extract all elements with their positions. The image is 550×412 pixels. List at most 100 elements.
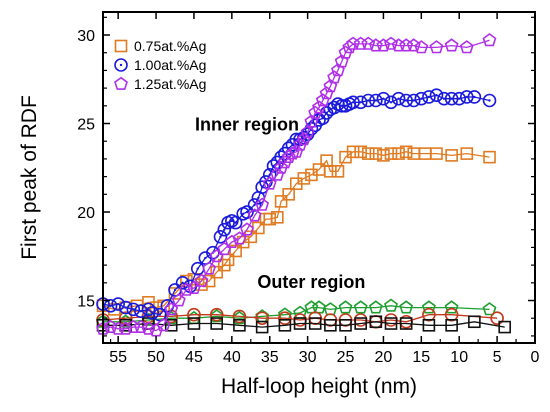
data-point-dot bbox=[397, 97, 400, 100]
data-point-dot bbox=[223, 228, 226, 231]
data-point bbox=[422, 307, 436, 322]
series-5 bbox=[96, 315, 511, 334]
data-point bbox=[224, 234, 239, 248]
data-point bbox=[429, 88, 444, 102]
data-point bbox=[399, 145, 413, 159]
data-point bbox=[444, 307, 459, 322]
data-point bbox=[274, 160, 289, 174]
data-point bbox=[308, 317, 322, 330]
data-point bbox=[483, 150, 496, 164]
x-tick-label: 10 bbox=[450, 349, 468, 366]
data-point-dot bbox=[196, 267, 199, 270]
data-point bbox=[460, 147, 474, 160]
data-point bbox=[482, 302, 497, 316]
data-point bbox=[119, 318, 133, 332]
data-point bbox=[399, 93, 413, 108]
data-point bbox=[217, 222, 232, 237]
series-layer bbox=[96, 33, 511, 337]
data-point-dot bbox=[226, 221, 230, 224]
data-point bbox=[210, 265, 223, 279]
data-point bbox=[391, 38, 406, 52]
data-point-dot bbox=[382, 97, 385, 100]
data-point bbox=[361, 147, 375, 160]
data-point bbox=[437, 91, 451, 106]
data-point bbox=[331, 63, 345, 77]
data-point bbox=[278, 311, 292, 326]
x-tick-label: 55 bbox=[109, 349, 127, 366]
data-point-dot bbox=[173, 288, 177, 292]
data-point bbox=[323, 79, 338, 93]
data-point bbox=[399, 300, 414, 314]
data-point bbox=[111, 297, 125, 311]
data-point bbox=[399, 38, 414, 52]
data-point bbox=[126, 302, 141, 317]
data-point-dot bbox=[427, 95, 431, 99]
data-point bbox=[282, 188, 295, 201]
data-point-dot bbox=[109, 304, 112, 308]
data-point bbox=[384, 147, 398, 160]
data-point bbox=[308, 105, 323, 119]
data-point bbox=[179, 282, 194, 296]
data-point bbox=[285, 146, 300, 160]
data-point bbox=[369, 315, 383, 329]
data-point-dot bbox=[230, 219, 234, 223]
x-tick-label: 25 bbox=[337, 349, 355, 366]
data-point bbox=[278, 318, 292, 332]
legend-marker bbox=[114, 58, 128, 72]
data-point bbox=[452, 91, 467, 106]
data-point-dot bbox=[465, 95, 468, 99]
data-point bbox=[482, 33, 497, 47]
data-point-dot bbox=[374, 99, 378, 102]
series-line bbox=[102, 314, 498, 323]
data-point bbox=[368, 38, 383, 52]
data-point bbox=[263, 212, 277, 226]
data-point bbox=[103, 299, 118, 313]
data-point bbox=[233, 318, 246, 332]
data-point-dot bbox=[132, 308, 135, 311]
data-point bbox=[384, 317, 398, 330]
data-point bbox=[482, 93, 497, 108]
data-point bbox=[467, 90, 482, 104]
data-point-dot bbox=[242, 212, 245, 215]
data-point bbox=[384, 298, 398, 312]
data-point bbox=[187, 307, 201, 322]
data-point bbox=[210, 317, 223, 330]
data-point bbox=[274, 195, 288, 208]
data-point bbox=[149, 323, 163, 337]
data-point bbox=[293, 317, 307, 330]
x-tick-label: 5 bbox=[493, 349, 502, 366]
series-line bbox=[103, 321, 505, 328]
data-point bbox=[334, 54, 349, 68]
data-point bbox=[297, 172, 311, 185]
data-point bbox=[376, 38, 391, 52]
x-tick-label: 50 bbox=[147, 349, 165, 366]
y-tick-label: 15 bbox=[77, 294, 95, 311]
data-point bbox=[338, 300, 353, 314]
data-point bbox=[346, 145, 360, 159]
data-point bbox=[271, 211, 284, 224]
x-tick-label: 0 bbox=[531, 349, 540, 366]
data-point bbox=[145, 306, 160, 320]
data-point-dot bbox=[340, 104, 343, 108]
series-2 bbox=[96, 33, 497, 337]
data-point bbox=[422, 318, 436, 332]
data-point-dot bbox=[245, 210, 249, 214]
data-point-dot bbox=[116, 302, 120, 306]
data-point bbox=[346, 95, 360, 110]
data-point-dot bbox=[257, 196, 260, 200]
data-point bbox=[368, 300, 383, 314]
data-point bbox=[353, 300, 368, 314]
legend-label: 1.25at.%Ag bbox=[134, 76, 206, 92]
x-tick-label: 15 bbox=[412, 349, 430, 366]
data-point-dot bbox=[412, 99, 415, 102]
data-point-dot bbox=[204, 256, 207, 260]
data-point-dot bbox=[151, 311, 154, 315]
data-point bbox=[141, 302, 156, 317]
data-point bbox=[213, 229, 228, 244]
data-point-dot bbox=[458, 97, 461, 100]
data-point bbox=[118, 311, 133, 326]
data-point bbox=[255, 197, 270, 211]
data-point bbox=[255, 320, 269, 334]
data-point bbox=[445, 149, 458, 162]
